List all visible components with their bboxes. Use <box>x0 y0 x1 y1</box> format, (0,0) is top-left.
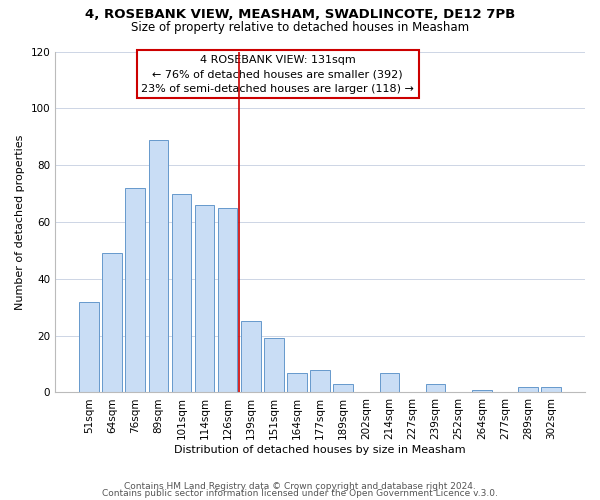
Bar <box>241 322 260 392</box>
Text: 4, ROSEBANK VIEW, MEASHAM, SWADLINCOTE, DE12 7PB: 4, ROSEBANK VIEW, MEASHAM, SWADLINCOTE, … <box>85 8 515 20</box>
Bar <box>334 384 353 392</box>
Text: 4 ROSEBANK VIEW: 131sqm
← 76% of detached houses are smaller (392)
23% of semi-d: 4 ROSEBANK VIEW: 131sqm ← 76% of detache… <box>141 55 414 94</box>
Bar <box>103 253 122 392</box>
Bar <box>264 338 284 392</box>
Text: Size of property relative to detached houses in Measham: Size of property relative to detached ho… <box>131 21 469 34</box>
Text: Contains public sector information licensed under the Open Government Licence v.: Contains public sector information licen… <box>102 488 498 498</box>
Bar <box>518 387 538 392</box>
Y-axis label: Number of detached properties: Number of detached properties <box>15 134 25 310</box>
Bar <box>380 372 399 392</box>
Bar <box>218 208 238 392</box>
Bar <box>125 188 145 392</box>
Bar <box>472 390 491 392</box>
Bar <box>287 372 307 392</box>
Bar <box>79 302 99 392</box>
Bar <box>172 194 191 392</box>
Bar <box>310 370 330 392</box>
Text: Contains HM Land Registry data © Crown copyright and database right 2024.: Contains HM Land Registry data © Crown c… <box>124 482 476 491</box>
Bar <box>195 205 214 392</box>
Bar <box>541 387 561 392</box>
X-axis label: Distribution of detached houses by size in Measham: Distribution of detached houses by size … <box>174 445 466 455</box>
Bar <box>426 384 445 392</box>
Bar <box>149 140 168 392</box>
